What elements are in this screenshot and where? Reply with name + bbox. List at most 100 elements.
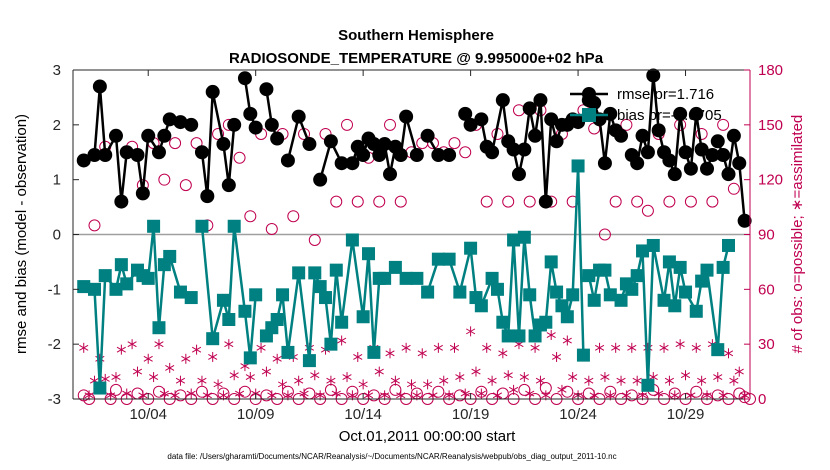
rmse-point xyxy=(673,106,688,121)
obs-assimilated-point xyxy=(337,335,347,346)
bias-point xyxy=(329,263,343,277)
rmse-point xyxy=(372,147,387,162)
asterisk-stroke xyxy=(535,377,546,384)
asterisk-stroke xyxy=(664,377,675,384)
obs-assimilated-point xyxy=(466,326,476,337)
obs-assimilated-point xyxy=(530,342,540,353)
asterisk-stroke xyxy=(132,368,143,375)
rmse-point xyxy=(221,178,236,193)
asterisk-stroke xyxy=(551,354,562,360)
rmse-point xyxy=(345,156,360,171)
rmse-point xyxy=(130,147,145,162)
bias-point xyxy=(679,285,693,299)
bias-point xyxy=(120,277,134,291)
bias-point xyxy=(485,271,499,285)
bias-point xyxy=(141,271,155,285)
asterisk-stroke xyxy=(294,377,304,384)
chart-title: Southern Hemisphere xyxy=(338,27,494,44)
asterisk-stroke xyxy=(138,392,148,399)
asterisk-stroke xyxy=(713,374,723,381)
asterisk-stroke xyxy=(627,344,637,351)
obs-assimilated-point xyxy=(245,372,255,383)
obs-assimilated-point xyxy=(713,372,723,383)
rmse-point xyxy=(463,117,478,132)
bias-point xyxy=(550,285,564,299)
asterisk-stroke xyxy=(691,344,701,351)
obs-assimilated-point xyxy=(299,388,309,399)
obs-assimilated-point xyxy=(159,388,169,399)
asterisk-stroke xyxy=(530,344,540,351)
obs-possible-point xyxy=(265,223,278,236)
obs-possible-point xyxy=(717,118,730,131)
series-rmse xyxy=(76,68,752,228)
obs-possible-point xyxy=(598,228,611,241)
obs-possible-point xyxy=(308,233,321,246)
rmse-point xyxy=(667,167,682,182)
rmse-point xyxy=(700,161,715,176)
rmse-point xyxy=(630,156,645,171)
obs-assimilated-point xyxy=(79,342,89,353)
asterisk-stroke xyxy=(584,377,594,384)
bias-point xyxy=(501,329,515,343)
bias-point xyxy=(270,312,284,326)
y-tick-label-right: 30 xyxy=(758,336,775,353)
bias-point xyxy=(335,315,349,329)
asterisk-stroke xyxy=(514,341,524,348)
bias-point xyxy=(582,269,596,283)
obs-possible-point xyxy=(109,383,122,396)
rmse-point xyxy=(76,153,91,168)
obs-assimilated-point xyxy=(342,372,352,383)
asterisk-stroke xyxy=(648,374,658,381)
asterisk-stroke xyxy=(444,392,454,399)
legend: rmse pr=1.716 bias pr=-0.0705 xyxy=(570,86,722,124)
asterisk-stroke xyxy=(396,392,406,399)
asterisk-stroke xyxy=(143,355,153,362)
rmse-point xyxy=(597,156,612,171)
asterisk-stroke xyxy=(218,392,229,399)
obs-assimilated-point xyxy=(154,339,164,350)
legend-item-rmse: rmse pr=1.716 xyxy=(570,86,714,103)
asterisk-stroke xyxy=(503,372,513,379)
rmse-point xyxy=(291,109,306,124)
obs-assimilated-point xyxy=(627,342,637,353)
asterisk-stroke xyxy=(277,381,288,388)
y-tick-label-left: 1 xyxy=(53,172,61,189)
bias-point xyxy=(184,291,198,305)
bias-point xyxy=(227,219,241,233)
asterisk-stroke xyxy=(95,355,105,362)
bias-point xyxy=(539,315,553,329)
bias-point xyxy=(109,282,123,296)
rmse-point xyxy=(549,134,564,149)
obs-assimilated-point xyxy=(197,375,207,386)
rmse-point xyxy=(726,128,741,143)
obs-possible-point xyxy=(179,179,192,192)
bias-point xyxy=(173,285,187,299)
y-tick-label-right: 120 xyxy=(758,172,783,189)
obs-possible-point xyxy=(158,173,171,186)
bias-point xyxy=(378,271,392,285)
bias-point xyxy=(399,271,413,285)
obs-possible-point xyxy=(663,195,676,208)
rmse-point xyxy=(356,147,371,162)
x-tick-label: 10/19 xyxy=(452,406,490,423)
asterisk-stroke xyxy=(337,337,347,344)
obs-assimilated-point xyxy=(471,366,481,377)
asterisk-stroke xyxy=(508,386,519,393)
asterisk-stroke xyxy=(740,392,750,399)
asterisk-stroke xyxy=(234,390,245,397)
asterisk-stroke xyxy=(106,392,116,399)
rmse-point xyxy=(716,147,731,162)
rmse-point xyxy=(114,194,129,209)
asterisk-stroke xyxy=(181,355,191,362)
bias-point xyxy=(313,280,327,294)
rmse-point xyxy=(646,68,661,83)
obs-possible-point xyxy=(394,195,407,208)
bias-point xyxy=(512,329,526,343)
rmse-point xyxy=(721,167,736,182)
asterisk-stroke xyxy=(79,344,89,351)
asterisk-stroke xyxy=(611,344,621,351)
bias-point xyxy=(716,260,730,274)
obs-assimilated-point xyxy=(508,384,519,395)
asterisk-stroke xyxy=(670,392,680,399)
legend-label-rmse: rmse pr=1.716 xyxy=(617,86,714,103)
